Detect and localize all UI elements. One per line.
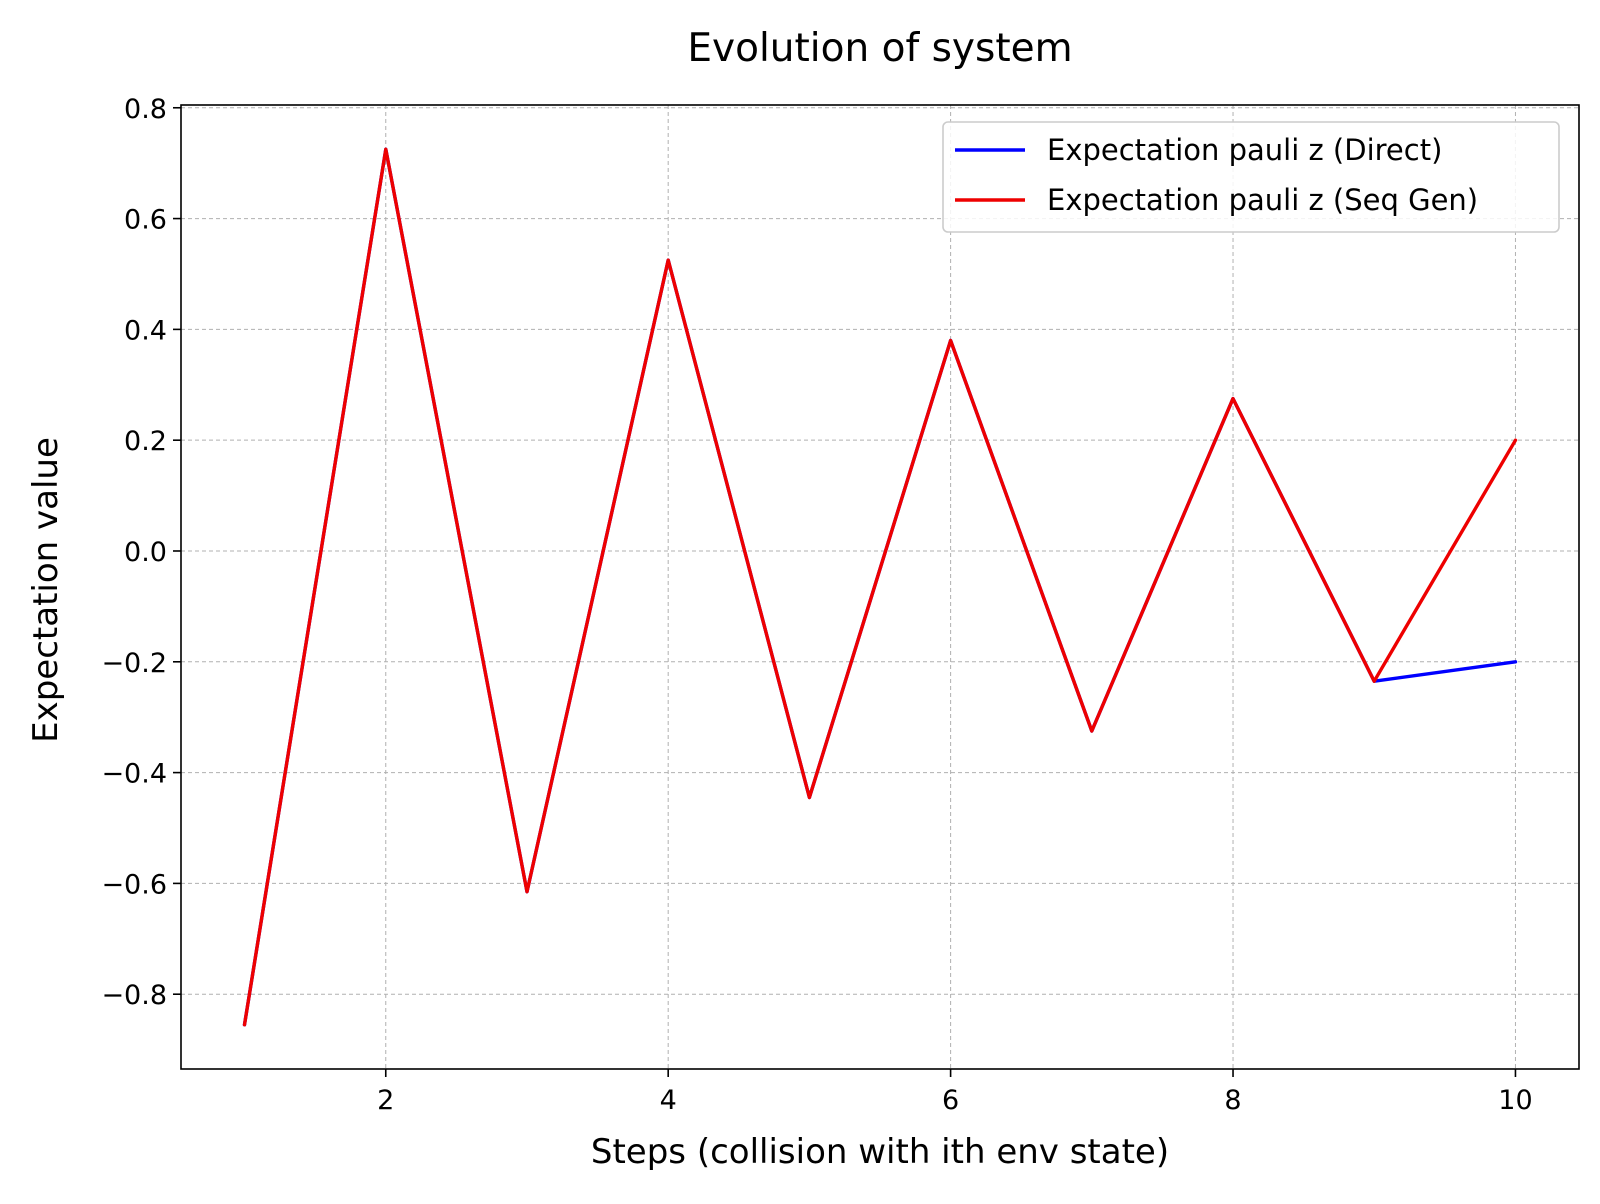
series-layer bbox=[242, 147, 1518, 1027]
legend: Expectation pauli z (Direct) Expectation … bbox=[942, 121, 1560, 233]
y-tick-label: −0.2 bbox=[101, 648, 167, 679]
x-tick-label: 10 bbox=[1498, 1085, 1532, 1116]
x-tick-label: 2 bbox=[377, 1085, 394, 1116]
y-tick-label: 0.6 bbox=[124, 205, 167, 236]
y-tick-label: 0.8 bbox=[124, 94, 167, 125]
x-tick-label: 8 bbox=[1224, 1085, 1241, 1116]
y-tick-label: 0.2 bbox=[124, 426, 167, 457]
legend-box bbox=[942, 121, 1560, 233]
x-tick-label: 4 bbox=[660, 1085, 677, 1116]
tick-layer: 2 4 6 8 10 0.8 0.6 0.4 0.2 0.0 −0.2 −0.4 −0.6 −0.8 bbox=[101, 94, 1532, 1116]
plot-frame bbox=[180, 104, 1580, 1070]
legend-label-2: Expectation pauli z (Seq Gen) bbox=[1047, 183, 1478, 217]
chart-title: Evolution of system bbox=[687, 26, 1072, 71]
x-tick-label: 6 bbox=[942, 1085, 959, 1116]
series-line-2 bbox=[242, 147, 1518, 1027]
y-tick-label: −0.8 bbox=[101, 980, 167, 1011]
y-tick-label: 0.4 bbox=[124, 315, 167, 346]
y-axis-label: Expectation value bbox=[26, 437, 66, 743]
y-tick-label: 0.0 bbox=[124, 537, 167, 568]
legend-label-1: Expectation pauli z (Direct) bbox=[1047, 133, 1442, 167]
y-tick-label: −0.4 bbox=[101, 759, 167, 790]
x-axis-label: Steps (collision with ith env state) bbox=[591, 1132, 1169, 1172]
y-tick-label: −0.6 bbox=[101, 869, 167, 900]
